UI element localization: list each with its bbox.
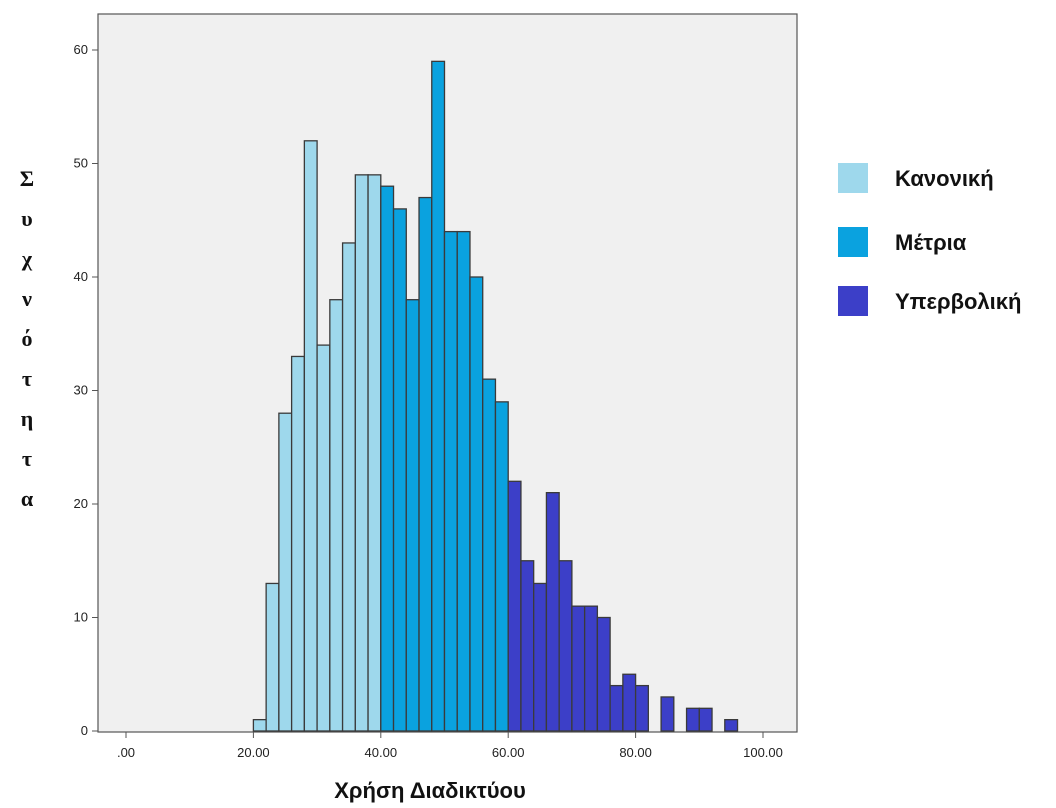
histogram-bar <box>724 719 739 732</box>
legend-label: Υπερβολική <box>895 289 1022 314</box>
histogram-bar <box>622 673 637 732</box>
histogram-bar <box>431 60 446 732</box>
histogram-bar <box>558 560 573 732</box>
legend-label: Κανονική <box>895 166 994 191</box>
legend-swatch <box>838 227 868 257</box>
y-axis-label-char: Σ <box>20 166 34 191</box>
y-tick-label: 30 <box>74 383 88 398</box>
y-tick-label: 10 <box>74 610 88 625</box>
y-axis-label-char: ν <box>21 286 32 311</box>
x-axis-label: Χρήση Διαδικτύου <box>334 778 526 803</box>
histogram-bar <box>418 196 433 732</box>
histogram-bar <box>469 276 484 732</box>
x-tick-label: .00 <box>117 745 135 760</box>
y-axis-label-char: τ <box>22 446 32 471</box>
y-axis-label-char: τ <box>22 366 32 391</box>
histogram-bar <box>609 684 624 732</box>
histogram-bar <box>456 230 471 732</box>
x-tick-label: 100.00 <box>743 745 783 760</box>
legend-swatch <box>838 286 868 316</box>
y-axis-label-char: ό <box>22 326 33 351</box>
y-tick-label: 20 <box>74 496 88 511</box>
histogram-bar <box>265 582 280 732</box>
histogram-bar <box>380 185 395 732</box>
histogram-bar <box>698 707 713 732</box>
histogram-bar <box>685 707 700 732</box>
y-axis-label-char: η <box>21 406 34 431</box>
y-tick-label: 0 <box>81 723 88 738</box>
histogram-bar <box>571 605 586 732</box>
legend-label: Μέτρια <box>895 230 967 255</box>
histogram-bar <box>660 696 675 732</box>
histogram-bar <box>392 208 407 732</box>
bars <box>252 60 739 732</box>
x-tick-label: 20.00 <box>237 745 270 760</box>
histogram-bar <box>545 491 560 732</box>
histogram-bar <box>533 582 548 732</box>
histogram-bar <box>507 480 522 732</box>
histogram-bar <box>367 174 382 732</box>
histogram-bar <box>596 616 611 732</box>
x-tick-label: 40.00 <box>365 745 398 760</box>
histogram-bar <box>634 684 649 732</box>
y-axis-label-char: α <box>21 486 34 511</box>
y-tick-label: 50 <box>74 156 88 171</box>
x-tick-label: 80.00 <box>619 745 652 760</box>
histogram-bar <box>443 230 458 732</box>
histogram-bar <box>494 401 509 732</box>
y-axis-label-char: χ <box>21 246 33 271</box>
histogram-bar <box>354 174 369 732</box>
legend-swatch <box>838 163 868 193</box>
legend: Κανονική Μέτρια Υπερβολική <box>838 163 1022 316</box>
histogram-bar <box>405 299 420 732</box>
x-tick-label: 60.00 <box>492 745 525 760</box>
histogram-bar <box>278 412 293 732</box>
histogram-bar <box>252 719 267 732</box>
histogram-bar <box>520 560 535 732</box>
y-axis-label-char: υ <box>21 206 32 231</box>
y-tick-label: 60 <box>74 42 88 57</box>
histogram-bar <box>341 242 356 732</box>
histogram-bar <box>329 299 344 732</box>
histogram-bar <box>482 378 497 732</box>
y-axis: 0 10 20 30 40 50 60 <box>74 42 98 738</box>
histogram-bar <box>303 140 318 732</box>
histogram-bar <box>290 355 306 732</box>
y-tick-label: 40 <box>74 269 88 284</box>
x-axis: .00 20.00 40.00 60.00 80.00 100.00 <box>117 732 783 760</box>
histogram-bar <box>316 344 331 732</box>
histogram-bar <box>583 605 599 732</box>
